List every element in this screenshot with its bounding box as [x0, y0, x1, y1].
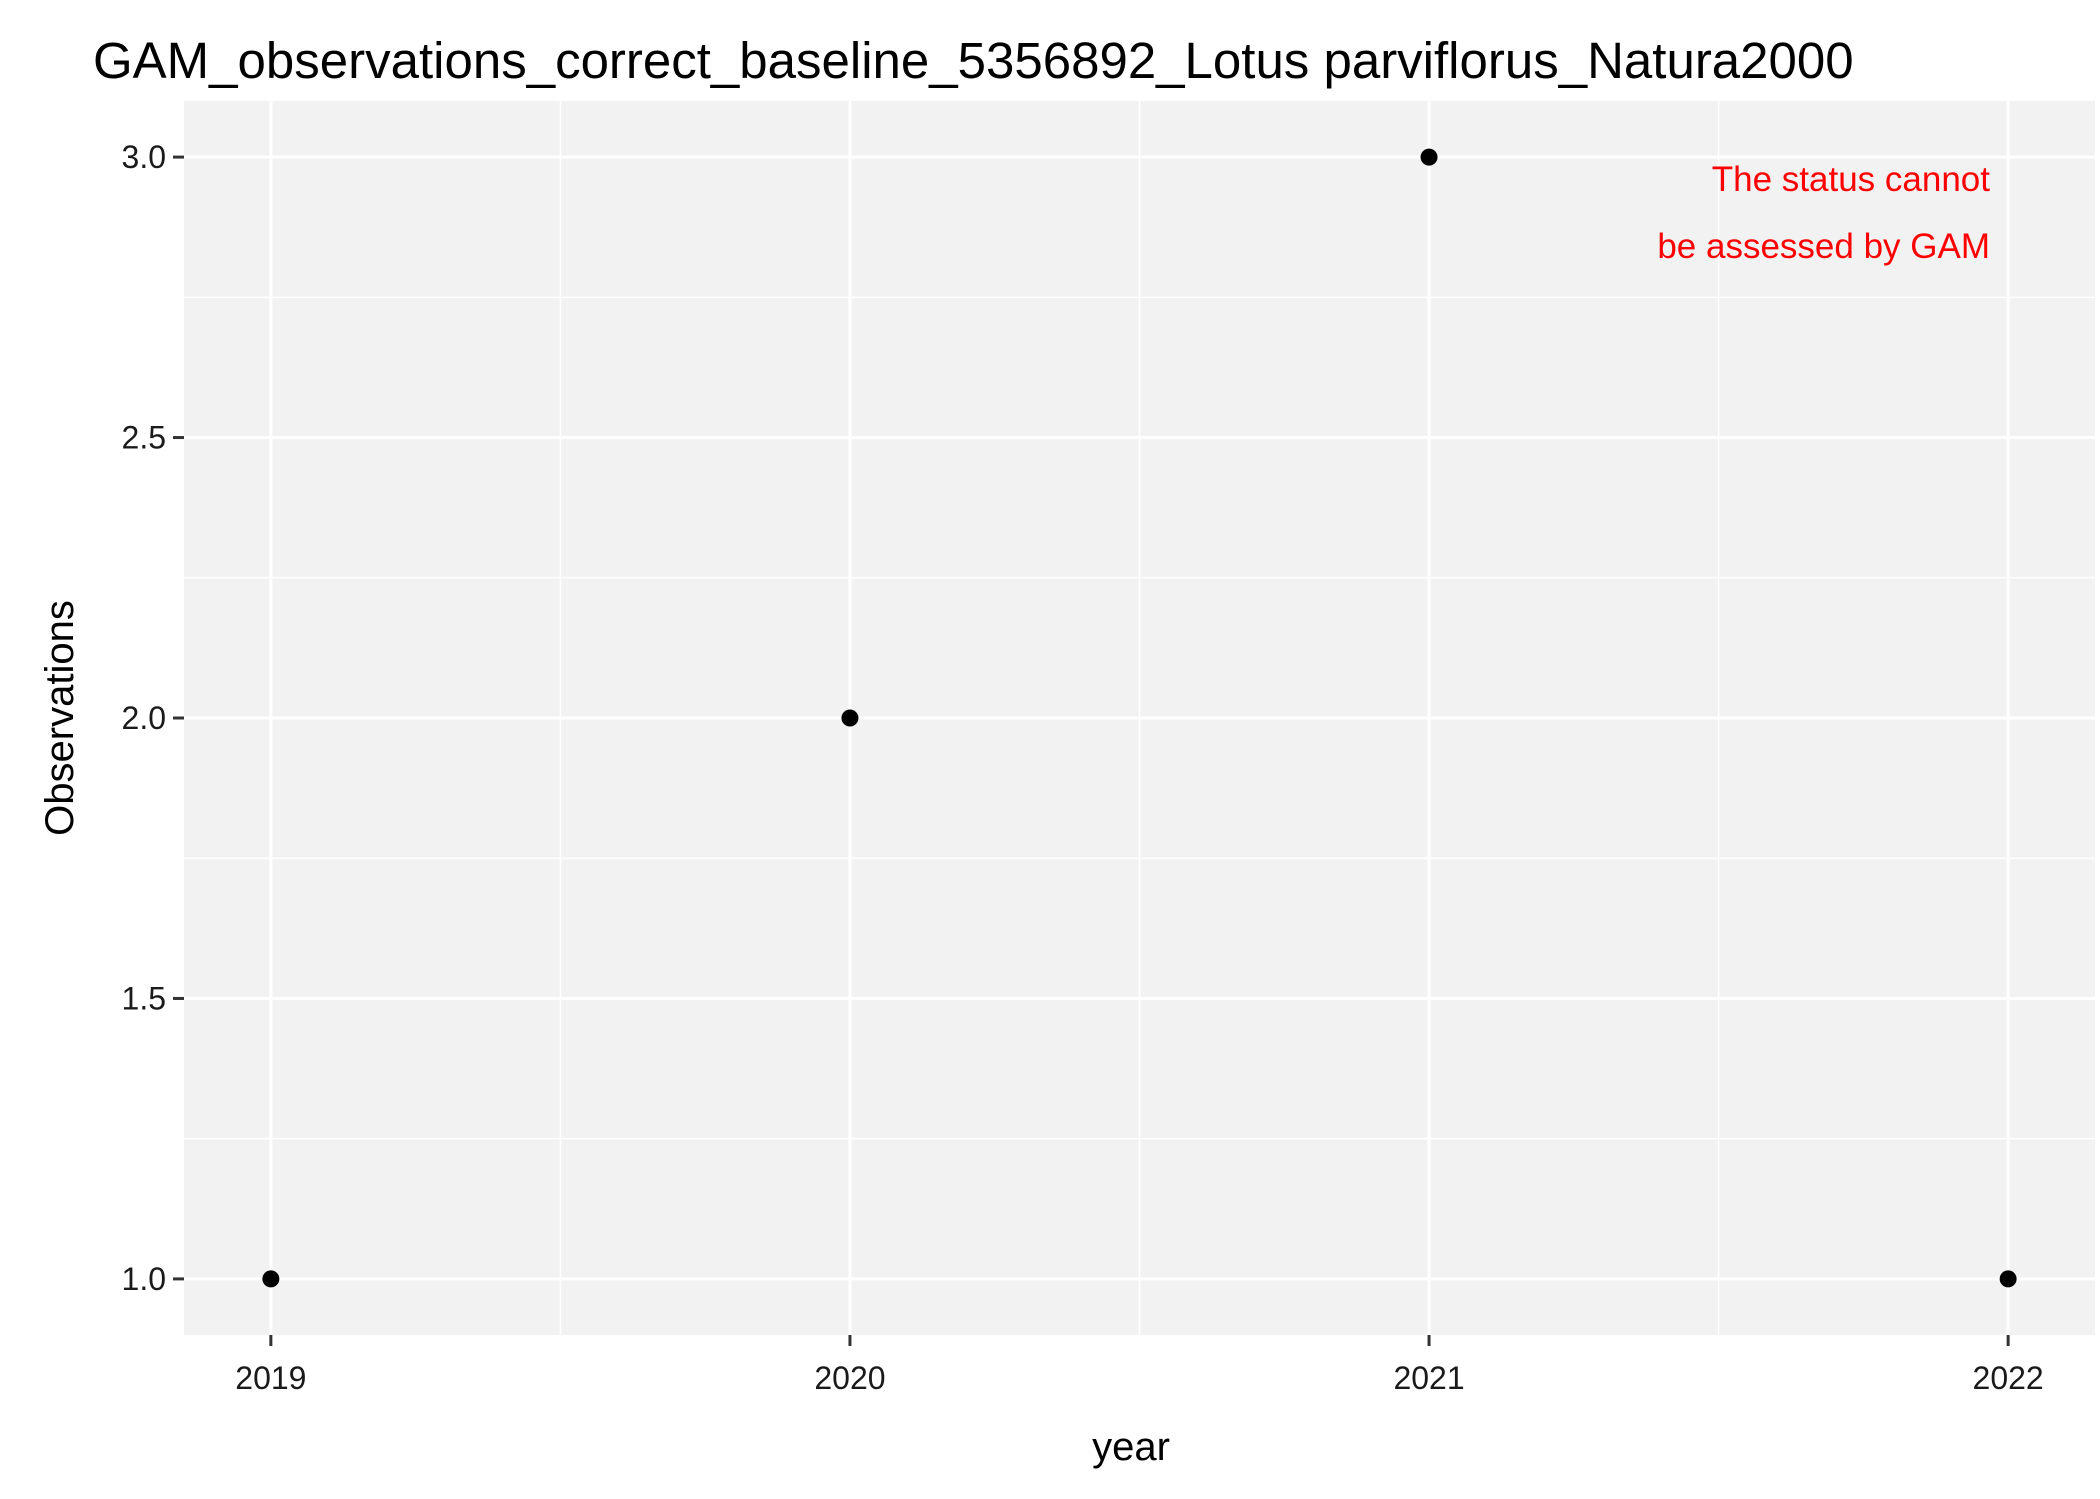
y-tick-label: 1.0 [122, 1261, 166, 1297]
y-axis-label: Observations [38, 600, 82, 836]
x-tick-label: 2019 [235, 1360, 306, 1396]
y-tick-label: 2.5 [122, 420, 166, 456]
data-point [1999, 1270, 2017, 1288]
x-tick-label: 2020 [814, 1360, 885, 1396]
data-point [841, 709, 859, 727]
annotation-line-1: The status cannot [1712, 160, 1990, 199]
data-point [262, 1270, 280, 1288]
data-points [262, 148, 2017, 1288]
x-axis-label: year [1092, 1425, 1170, 1469]
y-tick-label: 2.0 [122, 700, 166, 736]
x-tick-label: 2021 [1393, 1360, 1464, 1396]
y-tick-label: 3.0 [122, 139, 166, 175]
data-point [1420, 148, 1438, 166]
grid-major [184, 101, 2095, 1335]
x-tick-label: 2022 [1973, 1360, 2044, 1396]
x-axis: 2019 2020 2021 2022 [235, 1335, 2044, 1396]
annotation-line-2: be assessed by GAM [1657, 227, 1990, 266]
chart-title: GAM_observations_correct_baseline_535689… [93, 32, 1854, 89]
y-axis: 1.0 1.5 2.0 2.5 3.0 [122, 139, 184, 1297]
y-tick-label: 1.5 [122, 980, 166, 1016]
